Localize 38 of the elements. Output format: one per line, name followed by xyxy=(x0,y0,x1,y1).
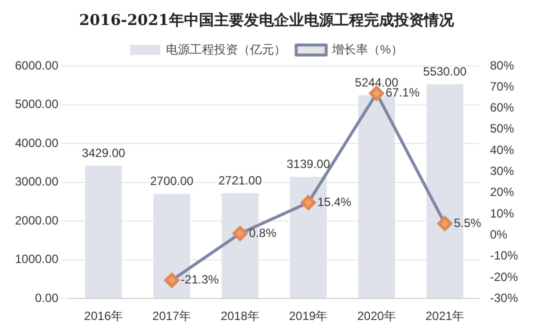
x-tick-label: 2021年 xyxy=(426,309,464,324)
y-tick-label: 5000.00 xyxy=(14,97,59,112)
x-tick-label: 2017年 xyxy=(152,309,192,324)
y2-tick-label: 40% xyxy=(490,142,514,157)
y-tick-label: 3000.00 xyxy=(14,174,59,189)
data-label: 5.5% xyxy=(454,216,482,230)
data-label: 5530.00 xyxy=(423,64,467,79)
legend-label: 电源工程投资（亿元） xyxy=(166,42,286,56)
y2-tick-label: 80% xyxy=(490,58,514,72)
y2-tick-label: -10% xyxy=(490,248,518,263)
y2-tick-label: 70% xyxy=(490,79,514,94)
y2-tick-label: 20% xyxy=(490,185,514,200)
chart-title: 2016-2021年中国主要发电企业电源工程完成投资情况 xyxy=(79,10,455,29)
y2-tick-label: 50% xyxy=(490,122,514,136)
data-label: 67.1% xyxy=(386,86,420,100)
y2-tick-label: 60% xyxy=(490,100,514,115)
y2-tick-label: -20% xyxy=(490,270,518,284)
data-label: -21.3% xyxy=(180,272,220,287)
data-label: 15.4% xyxy=(317,194,352,209)
data-label: 2700.00 xyxy=(150,174,194,188)
x-tick-label: 2016年 xyxy=(84,309,123,324)
data-label: 3429.00 xyxy=(82,146,126,160)
y2-tick-label: 10% xyxy=(490,206,514,220)
y2-tick-label: -30% xyxy=(490,290,518,305)
data-label: 2721.00 xyxy=(218,173,262,188)
legend-label: 增长率（%） xyxy=(331,42,403,56)
y2-tick-label: 0% xyxy=(490,227,508,242)
x-tick-label: 2020年 xyxy=(357,309,396,324)
x-tick-label: 2019年 xyxy=(288,309,328,324)
y2-tick-label: 30% xyxy=(490,164,514,178)
data-label: 0.8% xyxy=(249,226,277,240)
data-label: 3139.00 xyxy=(286,157,330,172)
y-tick-label: 4000.00 xyxy=(14,136,59,150)
y-tick-label: 2000.00 xyxy=(14,213,59,228)
y-tick-label: 1000.00 xyxy=(14,252,59,266)
x-tick-label: 2018年 xyxy=(220,309,260,324)
y-tick-label: 6000.00 xyxy=(14,58,59,72)
y-tick-label: 0.00 xyxy=(35,290,59,305)
